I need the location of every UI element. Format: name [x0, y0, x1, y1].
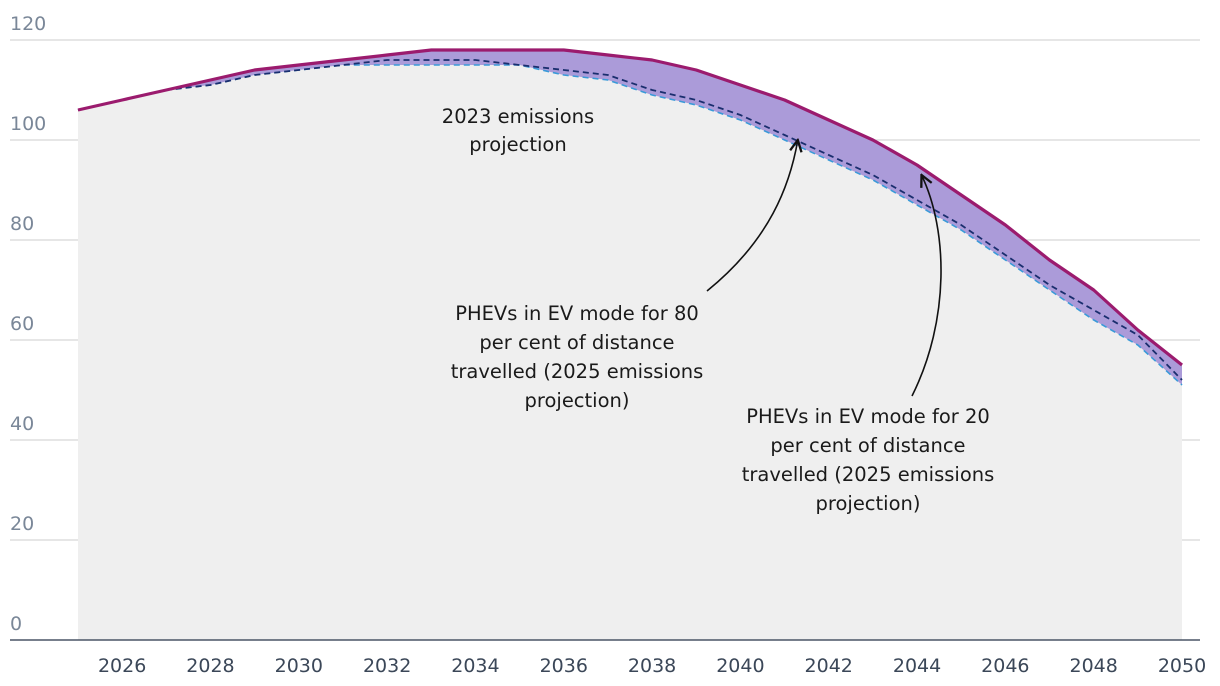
arrow-phev-20	[911, 175, 942, 397]
ann-20-line-4: projection)	[816, 492, 921, 515]
x-tick-label-2048: 2048	[1070, 655, 1118, 677]
x-tick-label-2044: 2044	[893, 655, 941, 677]
band-between-projections	[78, 50, 1182, 385]
y-tick-label-60: 60	[10, 313, 34, 335]
ann-80-line-3: travelled (2025 emissions	[451, 360, 704, 383]
area-2023-emissions-projection	[78, 65, 1182, 640]
x-tick-label-2046: 2046	[981, 655, 1029, 677]
y-tick-label-80: 80	[10, 213, 34, 235]
x-tick-label-2032: 2032	[363, 655, 411, 677]
y-tick-label-0: 0	[10, 613, 22, 635]
x-tick-label-2030: 2030	[275, 655, 323, 677]
ann-2023-line-1: 2023 emissions	[442, 105, 594, 128]
y-tick-label-20: 20	[10, 513, 34, 535]
x-tick-label-2034: 2034	[451, 655, 499, 677]
x-tick-label-2040: 2040	[716, 655, 764, 677]
ann-20-line-3: travelled (2025 emissions	[742, 463, 995, 486]
y-tick-label-40: 40	[10, 413, 34, 435]
line-phev-80-percent	[77, 59, 1183, 381]
y-tick-label-120: 120	[10, 13, 46, 35]
x-tick-label-2038: 2038	[628, 655, 676, 677]
x-tick-label-2036: 2036	[540, 655, 588, 677]
ann-2023-line-2: projection	[469, 133, 566, 156]
x-tick-label-2026: 2026	[98, 655, 146, 677]
ann-80-line-2: per cent of distance	[479, 331, 674, 354]
y-tick-label-100: 100	[10, 113, 46, 135]
line-phev-20-percent	[77, 48, 1183, 367]
x-tick-label-2028: 2028	[186, 655, 234, 677]
ann-80-line-1: PHEVs in EV mode for 80	[455, 302, 699, 325]
annotations: 2023 emissions projection PHEVs in EV mode…	[442, 105, 995, 515]
ann-80-line-4: projection)	[525, 389, 630, 412]
ann-20-line-1: PHEVs in EV mode for 20	[746, 405, 990, 428]
plot-area	[77, 48, 1183, 640]
arrow-phev-80	[706, 140, 798, 292]
line-2023-emissions-projection	[77, 64, 1183, 386]
ann-20-line-2: per cent of distance	[770, 434, 965, 457]
x-tick-label-2042: 2042	[805, 655, 853, 677]
x-tick-label-2050: 2050	[1158, 655, 1206, 677]
